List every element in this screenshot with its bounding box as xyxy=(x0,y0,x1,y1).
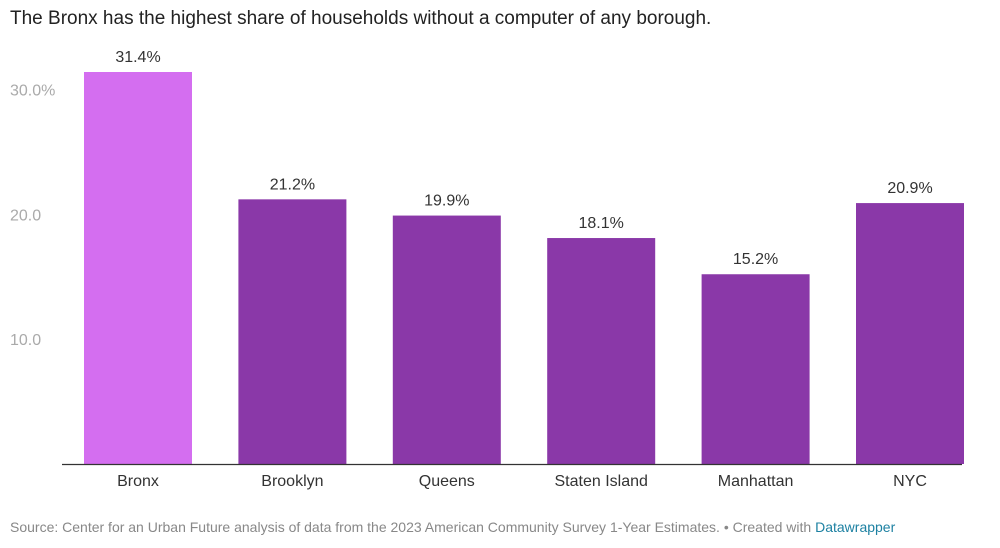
source-note: Source: Center for an Urban Future analy… xyxy=(10,519,816,535)
category-label-brooklyn: Brooklyn xyxy=(261,473,323,490)
datawrapper-link[interactable]: Datawrapper xyxy=(815,519,896,535)
value-label-queens: 19.9% xyxy=(424,193,469,210)
bar-brooklyn xyxy=(238,199,347,464)
y-tick-label-0: 10.0 xyxy=(10,332,41,349)
value-label-brooklyn: 21.2% xyxy=(270,176,315,193)
category-label-queens: Queens xyxy=(419,473,475,490)
bar-staten-island xyxy=(547,238,656,464)
category-label-staten-island: Staten Island xyxy=(554,473,647,490)
bar-bronx xyxy=(84,72,192,464)
bar-nyc xyxy=(856,203,964,464)
bar-queens xyxy=(392,215,501,464)
chart-title: The Bronx has the highest share of house… xyxy=(10,8,712,29)
category-label-bronx: Bronx xyxy=(117,473,159,490)
y-tick-label-1: 20.0 xyxy=(10,207,41,224)
bar-manhattan xyxy=(701,274,810,464)
value-label-staten-island: 18.1% xyxy=(579,215,624,232)
value-label-manhattan: 15.2% xyxy=(733,251,778,268)
value-label-bronx: 31.4% xyxy=(115,49,160,66)
category-label-nyc: NYC xyxy=(893,473,927,490)
chart-footer: Source: Center for an Urban Future analy… xyxy=(10,519,895,535)
y-tick-label-2: 30.0% xyxy=(10,82,55,99)
value-label-nyc: 20.9% xyxy=(887,180,932,197)
category-label-manhattan: Manhattan xyxy=(718,473,794,490)
